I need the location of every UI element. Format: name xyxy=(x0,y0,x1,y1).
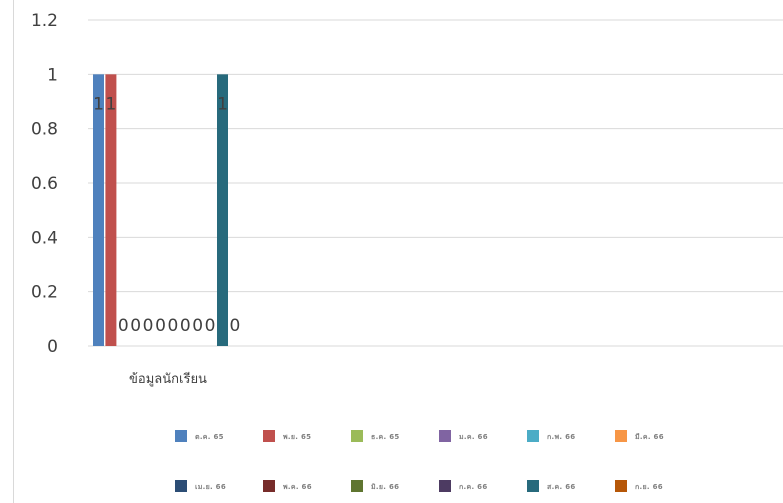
legend-label-8: มิ.ย. 66 xyxy=(371,483,400,491)
legend-label-5: มี.ค. 66 xyxy=(635,433,664,441)
legend-swatch-2 xyxy=(351,430,363,442)
legend-label-2: ธ.ค. 65 xyxy=(371,433,400,441)
legend-label-11: ก.ย. 66 xyxy=(635,483,663,491)
legend-label-0: ต.ค. 65 xyxy=(195,433,224,441)
data-label-2: 0 xyxy=(118,316,129,336)
data-label-10: 1 xyxy=(217,94,228,114)
legend-swatch-8 xyxy=(351,480,363,492)
y-tick-label-4: 0.8 xyxy=(31,120,58,140)
bar-0 xyxy=(93,74,104,346)
data-label-3: 0 xyxy=(130,316,141,336)
legend-label-7: พ.ค. 66 xyxy=(283,483,312,491)
y-tick-label-3: 0.6 xyxy=(31,174,58,194)
legend-swatch-3 xyxy=(439,430,451,442)
legend-label-3: ม.ค. 66 xyxy=(459,433,488,441)
data-label-6: 0 xyxy=(167,316,178,336)
legend-label-6: เม.ย. 66 xyxy=(195,483,226,491)
legend-label-1: พ.ย. 65 xyxy=(283,433,311,441)
data-label-8: 0 xyxy=(192,316,203,336)
y-tick-label-1: 0.2 xyxy=(31,283,58,303)
data-label-11: 0 xyxy=(229,316,240,336)
legend-label-10: ส.ค. 66 xyxy=(547,483,576,491)
data-label-7: 0 xyxy=(180,316,191,336)
legend-label-4: ก.พ. 66 xyxy=(547,433,575,441)
data-label-9: 0 xyxy=(205,316,216,336)
data-label-1: 1 xyxy=(105,94,116,114)
legend-swatch-1 xyxy=(263,430,275,442)
y-tick-label-0: 0 xyxy=(47,337,58,357)
legend-swatch-4 xyxy=(527,430,539,442)
legend-swatch-10 xyxy=(527,480,539,492)
legend-swatch-9 xyxy=(439,480,451,492)
data-label-5: 0 xyxy=(155,316,166,336)
legend-label-9: ก.ค. 66 xyxy=(459,483,488,491)
bar-10 xyxy=(217,74,228,346)
category-label: ข้อมูลนักเรียน xyxy=(129,371,207,387)
data-label-4: 0 xyxy=(143,316,154,336)
legend-swatch-5 xyxy=(615,430,627,442)
y-tick-label-6: 1.2 xyxy=(31,11,58,31)
legend-swatch-7 xyxy=(263,480,275,492)
chart-frame xyxy=(13,0,783,503)
legend-swatch-6 xyxy=(175,480,187,492)
y-tick-label-2: 0.4 xyxy=(31,228,58,248)
bar-1 xyxy=(105,74,117,346)
data-label-0: 1 xyxy=(93,94,104,114)
y-tick-label-5: 1 xyxy=(47,65,58,85)
legend-swatch-11 xyxy=(615,480,627,492)
legend-swatch-0 xyxy=(175,430,187,442)
